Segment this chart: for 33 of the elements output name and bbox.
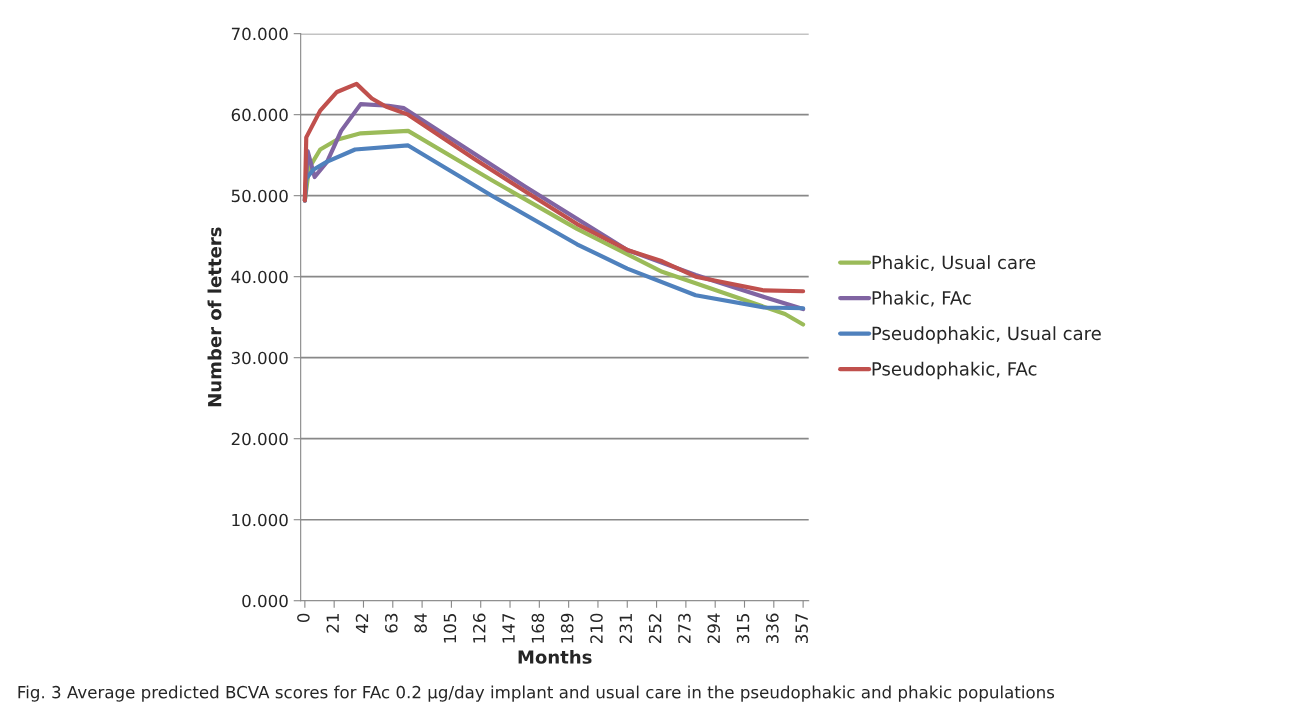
- legend-label: Phakic, Usual care: [872, 255, 1036, 271]
- y-tick-label: 70.000: [231, 27, 288, 41]
- x-tick-label: 357: [795, 613, 808, 644]
- legend-label: Pseudophakic, FAc: [872, 361, 1037, 380]
- x-tick-label: 189: [560, 613, 574, 643]
- y-tick-label: 30.000: [231, 351, 288, 365]
- x-tick-label: 105: [443, 613, 457, 643]
- legend-label: Pseudophakic, Usual care: [872, 326, 1101, 344]
- x-tick-label: 336: [766, 613, 779, 644]
- x-tick-label: 273: [678, 613, 691, 644]
- x-tick-label: 294: [707, 613, 721, 644]
- y-tick-label: 20.000: [231, 432, 288, 446]
- x-tick-label: 42: [355, 614, 369, 633]
- y-tick-label: 60.000: [231, 108, 288, 122]
- x-tick-label: 0: [297, 613, 310, 623]
- caption: Fig. 3 Average predicted BCVA scores for FAc 0.2 µg/day implant and usual care in the pseudophakic and phakic populations: [18, 685, 1055, 702]
- x-tick-label: 147: [502, 613, 515, 643]
- x-tick-label: 21: [326, 614, 339, 633]
- x-tick-label: 252: [648, 614, 662, 644]
- x-tick-label: 315: [736, 613, 750, 644]
- legend-label: Phakic, FAc: [872, 290, 971, 307]
- y-tick-label: 0.000: [242, 594, 288, 608]
- x-tick-label: 210: [590, 613, 603, 644]
- x-tick-label: 126: [472, 613, 486, 643]
- x-tick-label: 168: [531, 613, 545, 643]
- x-tick-label: 231: [619, 614, 633, 644]
- y-axis-title: Number of letters: [207, 227, 222, 407]
- x-axis-title: Months: [518, 649, 592, 664]
- y-tick-label: 50.000: [231, 189, 288, 203]
- y-tick-label: 10.000: [232, 513, 288, 527]
- x-tick-label: 84: [414, 613, 427, 633]
- x-tick-label: 63: [385, 613, 398, 633]
- y-tick-label: 40.000: [231, 270, 288, 284]
